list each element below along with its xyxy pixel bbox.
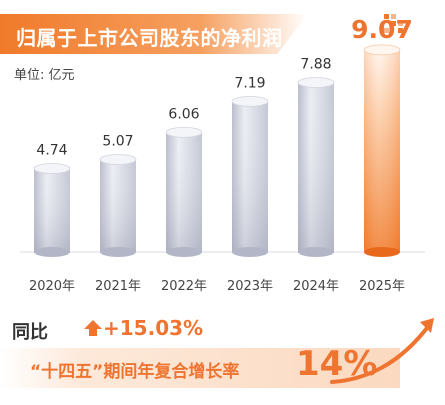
growth-arrow-icon [330, 318, 434, 384]
bar-2023年 [231, 95, 269, 257]
yoy-value: +15.03% [103, 316, 204, 340]
value-label-1: 5.07 [102, 133, 133, 149]
cagr-value: 14% [296, 344, 378, 384]
bar-2021年 [99, 154, 137, 257]
bar-2024年 [297, 77, 335, 257]
title-banner [0, 14, 308, 54]
x-tick-label-4: 2024年 [293, 279, 339, 294]
value-label-2: 6.06 [168, 106, 199, 122]
unit-label: 单位: 亿元 [14, 68, 75, 83]
up-arrow-icon [84, 320, 102, 336]
x-tick-label-2: 2022年 [161, 279, 207, 294]
x-tick-label-0: 2020年 [29, 279, 75, 294]
cagr-label: “十四五”期间年复合增长率 [30, 362, 240, 382]
yoy-label: 同比 [12, 322, 48, 343]
bar-2020年 [33, 163, 71, 257]
x-tick-label-1: 2021年 [95, 279, 141, 294]
value-label-0: 4.74 [36, 143, 67, 159]
chart-title: 归属于上市公司股东的净利润 [16, 26, 283, 50]
value-label-3: 7.19 [234, 75, 265, 91]
x-tick-label-3: 2023年 [227, 279, 273, 294]
value-label-4: 7.88 [300, 56, 331, 72]
bar-2025年 [363, 44, 401, 257]
bar-2022年 [165, 126, 203, 257]
x-tick-label-5: 2025年 [359, 279, 405, 294]
logo-icon [384, 14, 403, 33]
value-label-5: 9.07 [351, 15, 413, 44]
